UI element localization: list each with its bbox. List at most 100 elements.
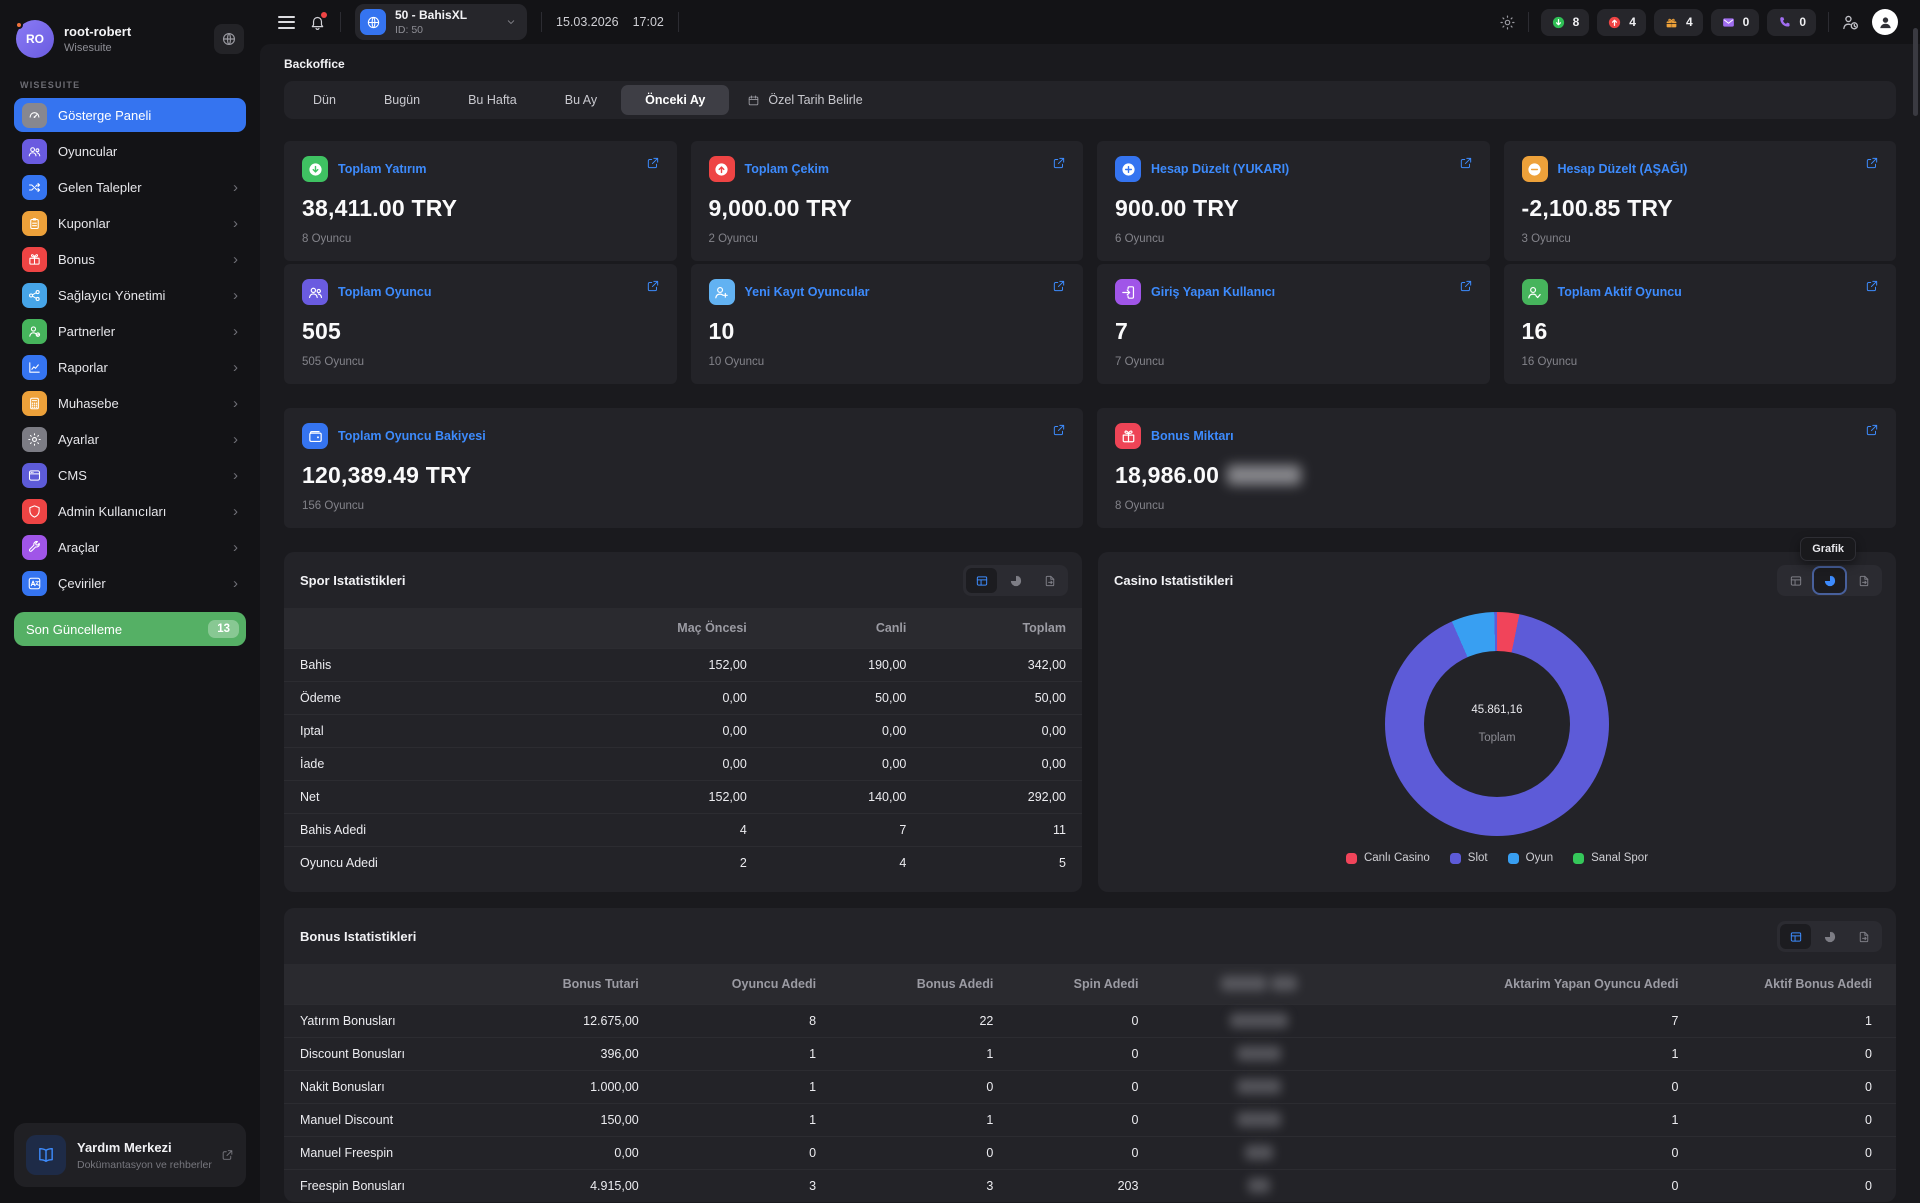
external-link-icon[interactable]: [1052, 423, 1066, 437]
gear-icon: [22, 427, 47, 452]
sidebar-item-label: Kuponlar: [58, 216, 110, 231]
sidebar-item-sa-lay-c-y-netimi[interactable]: Sağlayıcı Yönetimi›: [14, 278, 246, 312]
scrollbar-thumb[interactable]: [1913, 28, 1918, 116]
sidebar-item-ayarlar[interactable]: Ayarlar›: [14, 422, 246, 456]
sidebar-item--eviriler[interactable]: Çeviriler›: [14, 566, 246, 600]
external-link-icon[interactable]: [1052, 156, 1066, 170]
casino-donut-chart: 45.861,16 Toplam: [1385, 612, 1609, 836]
row-label: Discount Bonusları: [284, 1037, 526, 1070]
legend-swatch: [1573, 853, 1584, 864]
counter-deposit[interactable]: 8: [1541, 9, 1590, 36]
counter-phone[interactable]: 0: [1767, 9, 1816, 36]
settings-button[interactable]: [1499, 14, 1516, 31]
tab--nceki-ay[interactable]: Önceki Ay: [621, 85, 729, 115]
bonus-export-button[interactable]: [1848, 924, 1879, 949]
counter-withdraw[interactable]: 4: [1597, 9, 1646, 36]
sidebar-item-gelen-talepler[interactable]: Gelen Talepler›: [14, 170, 246, 204]
sidebar-item-admin-kullan-c-lar-[interactable]: Admin Kullanıcıları›: [14, 494, 246, 528]
partner-icon: [22, 319, 47, 344]
window-icon: [22, 463, 47, 488]
site-selector[interactable]: 50 - BahisXL ID: 50: [355, 4, 527, 40]
sports-export-button[interactable]: [1034, 568, 1065, 593]
tab-d-n[interactable]: Dün: [289, 85, 360, 115]
date-filter-tabbar: DünBugünBu HaftaBu AyÖnceki Ay Özel Tari…: [284, 81, 1896, 119]
column-header: Spin Adedi: [1009, 964, 1154, 1004]
globe-icon: [221, 31, 237, 47]
stat-card-value: 120,389.49 TRY: [302, 462, 1065, 489]
site-id: ID: 50: [395, 24, 467, 36]
sidebar-item-label: Admin Kullanıcıları: [58, 504, 166, 519]
external-link-icon[interactable]: [1865, 279, 1879, 293]
legend-item-slot[interactable]: Slot: [1450, 852, 1488, 864]
wallet-icon: [302, 423, 328, 449]
legend-item-sanal-spor[interactable]: Sanal Spor: [1573, 852, 1648, 864]
casino-export-button[interactable]: [1848, 568, 1879, 593]
login-icon: [1115, 279, 1141, 305]
tab-bu-hafta[interactable]: Bu Hafta: [444, 85, 541, 115]
sports-table-view-button[interactable]: [966, 568, 997, 593]
donut-total-label: Toplam: [1478, 732, 1515, 744]
cell-value: 1: [1364, 1037, 1694, 1070]
bonus-table-view-button[interactable]: [1780, 924, 1811, 949]
tab-bug-n[interactable]: Bugün: [360, 85, 444, 115]
sidebar-item-kuponlar[interactable]: Kuponlar›: [14, 206, 246, 240]
sidebar-item-partnerler[interactable]: Partnerler›: [14, 314, 246, 348]
casino-table-view-button[interactable]: [1780, 568, 1811, 593]
counter-mail[interactable]: 0: [1711, 9, 1760, 36]
sports-chart-view-button[interactable]: [1000, 568, 1031, 593]
cell-value: 0: [1364, 1136, 1694, 1169]
sidebar-item-ara-lar[interactable]: Araçlar›: [14, 530, 246, 564]
gift-icon: [1115, 423, 1141, 449]
last-update-button[interactable]: Son Güncelleme 13: [14, 612, 246, 646]
session-timer-icon[interactable]: [1841, 13, 1860, 32]
cell-value: 396,00: [526, 1037, 655, 1070]
stat-cards-grid: Toplam Yatırım38,411.00 TRY8 OyuncuTopla…: [284, 141, 1896, 384]
tab-bu-ay[interactable]: Bu Ay: [541, 85, 621, 115]
legend-swatch: [1450, 853, 1461, 864]
external-link-icon[interactable]: [1865, 156, 1879, 170]
external-link-icon[interactable]: [646, 279, 660, 293]
external-link-icon[interactable]: [1459, 279, 1473, 293]
external-link-icon[interactable]: [646, 156, 660, 170]
legend-item-canl-casino[interactable]: Canlı Casino: [1346, 852, 1430, 864]
sidebar-item-raporlar[interactable]: Raporlar›: [14, 350, 246, 384]
sidebar-item-muhasebe[interactable]: Muhasebe›: [14, 386, 246, 420]
casino-chart-view-button[interactable]: [1814, 568, 1845, 593]
sidebar-item-g-sterge-paneli[interactable]: Gösterge Paneli: [14, 98, 246, 132]
avatar[interactable]: RO: [16, 20, 54, 58]
help-center-card[interactable]: Yardım Merkezi Dokümantasyon ve rehberle…: [14, 1123, 246, 1187]
c-gift-icon: [1664, 15, 1679, 30]
cell-value: 0: [1694, 1070, 1896, 1103]
external-link-icon[interactable]: [1459, 156, 1473, 170]
sidebar-item-cms[interactable]: CMS›: [14, 458, 246, 492]
language-button[interactable]: [214, 24, 244, 54]
column-header: Toplam: [922, 608, 1082, 648]
counter-gift[interactable]: 4: [1654, 9, 1703, 36]
cell-value: 292,00: [922, 780, 1082, 813]
sidebar-item-bonus[interactable]: Bonus›: [14, 242, 246, 276]
external-link-icon[interactable]: [1865, 423, 1879, 437]
cell-value: 1: [1364, 1103, 1694, 1136]
stat-card-title: Bonus Miktarı: [1151, 429, 1234, 443]
menu-toggle-button[interactable]: [278, 16, 295, 29]
c-withdraw-icon: [1607, 15, 1622, 30]
wrench-icon: [22, 535, 47, 560]
table-header-row: Bonus TutariOyuncu AdediBonus AdediSpin …: [284, 964, 1896, 1004]
chevron-right-icon: ›: [233, 252, 238, 267]
bonus-stats-title: Bonus Istatistikleri: [300, 929, 416, 944]
cell-value: 7: [763, 813, 923, 846]
help-center-title: Yardım Merkezi: [77, 1140, 212, 1155]
stat-card-title: Toplam Aktif Oyuncu: [1558, 285, 1682, 299]
external-link-icon[interactable]: [1052, 279, 1066, 293]
sidebar-nav: Gösterge PaneliOyuncularGelen Talepler›K…: [14, 98, 246, 602]
custom-date-button[interactable]: Özel Tarih Belirle: [729, 85, 880, 115]
circle-plus-icon: [1115, 156, 1141, 182]
cell-value: 0,00: [603, 681, 763, 714]
bonus-chart-view-button[interactable]: [1814, 924, 1845, 949]
cell-value: 0: [1009, 1004, 1154, 1037]
legend-item-oyun[interactable]: Oyun: [1508, 852, 1554, 864]
account-button[interactable]: [1872, 9, 1898, 35]
sidebar-item-oyuncular[interactable]: Oyuncular: [14, 134, 246, 168]
chevron-down-icon: [505, 16, 517, 28]
notifications-button[interactable]: [309, 14, 326, 31]
